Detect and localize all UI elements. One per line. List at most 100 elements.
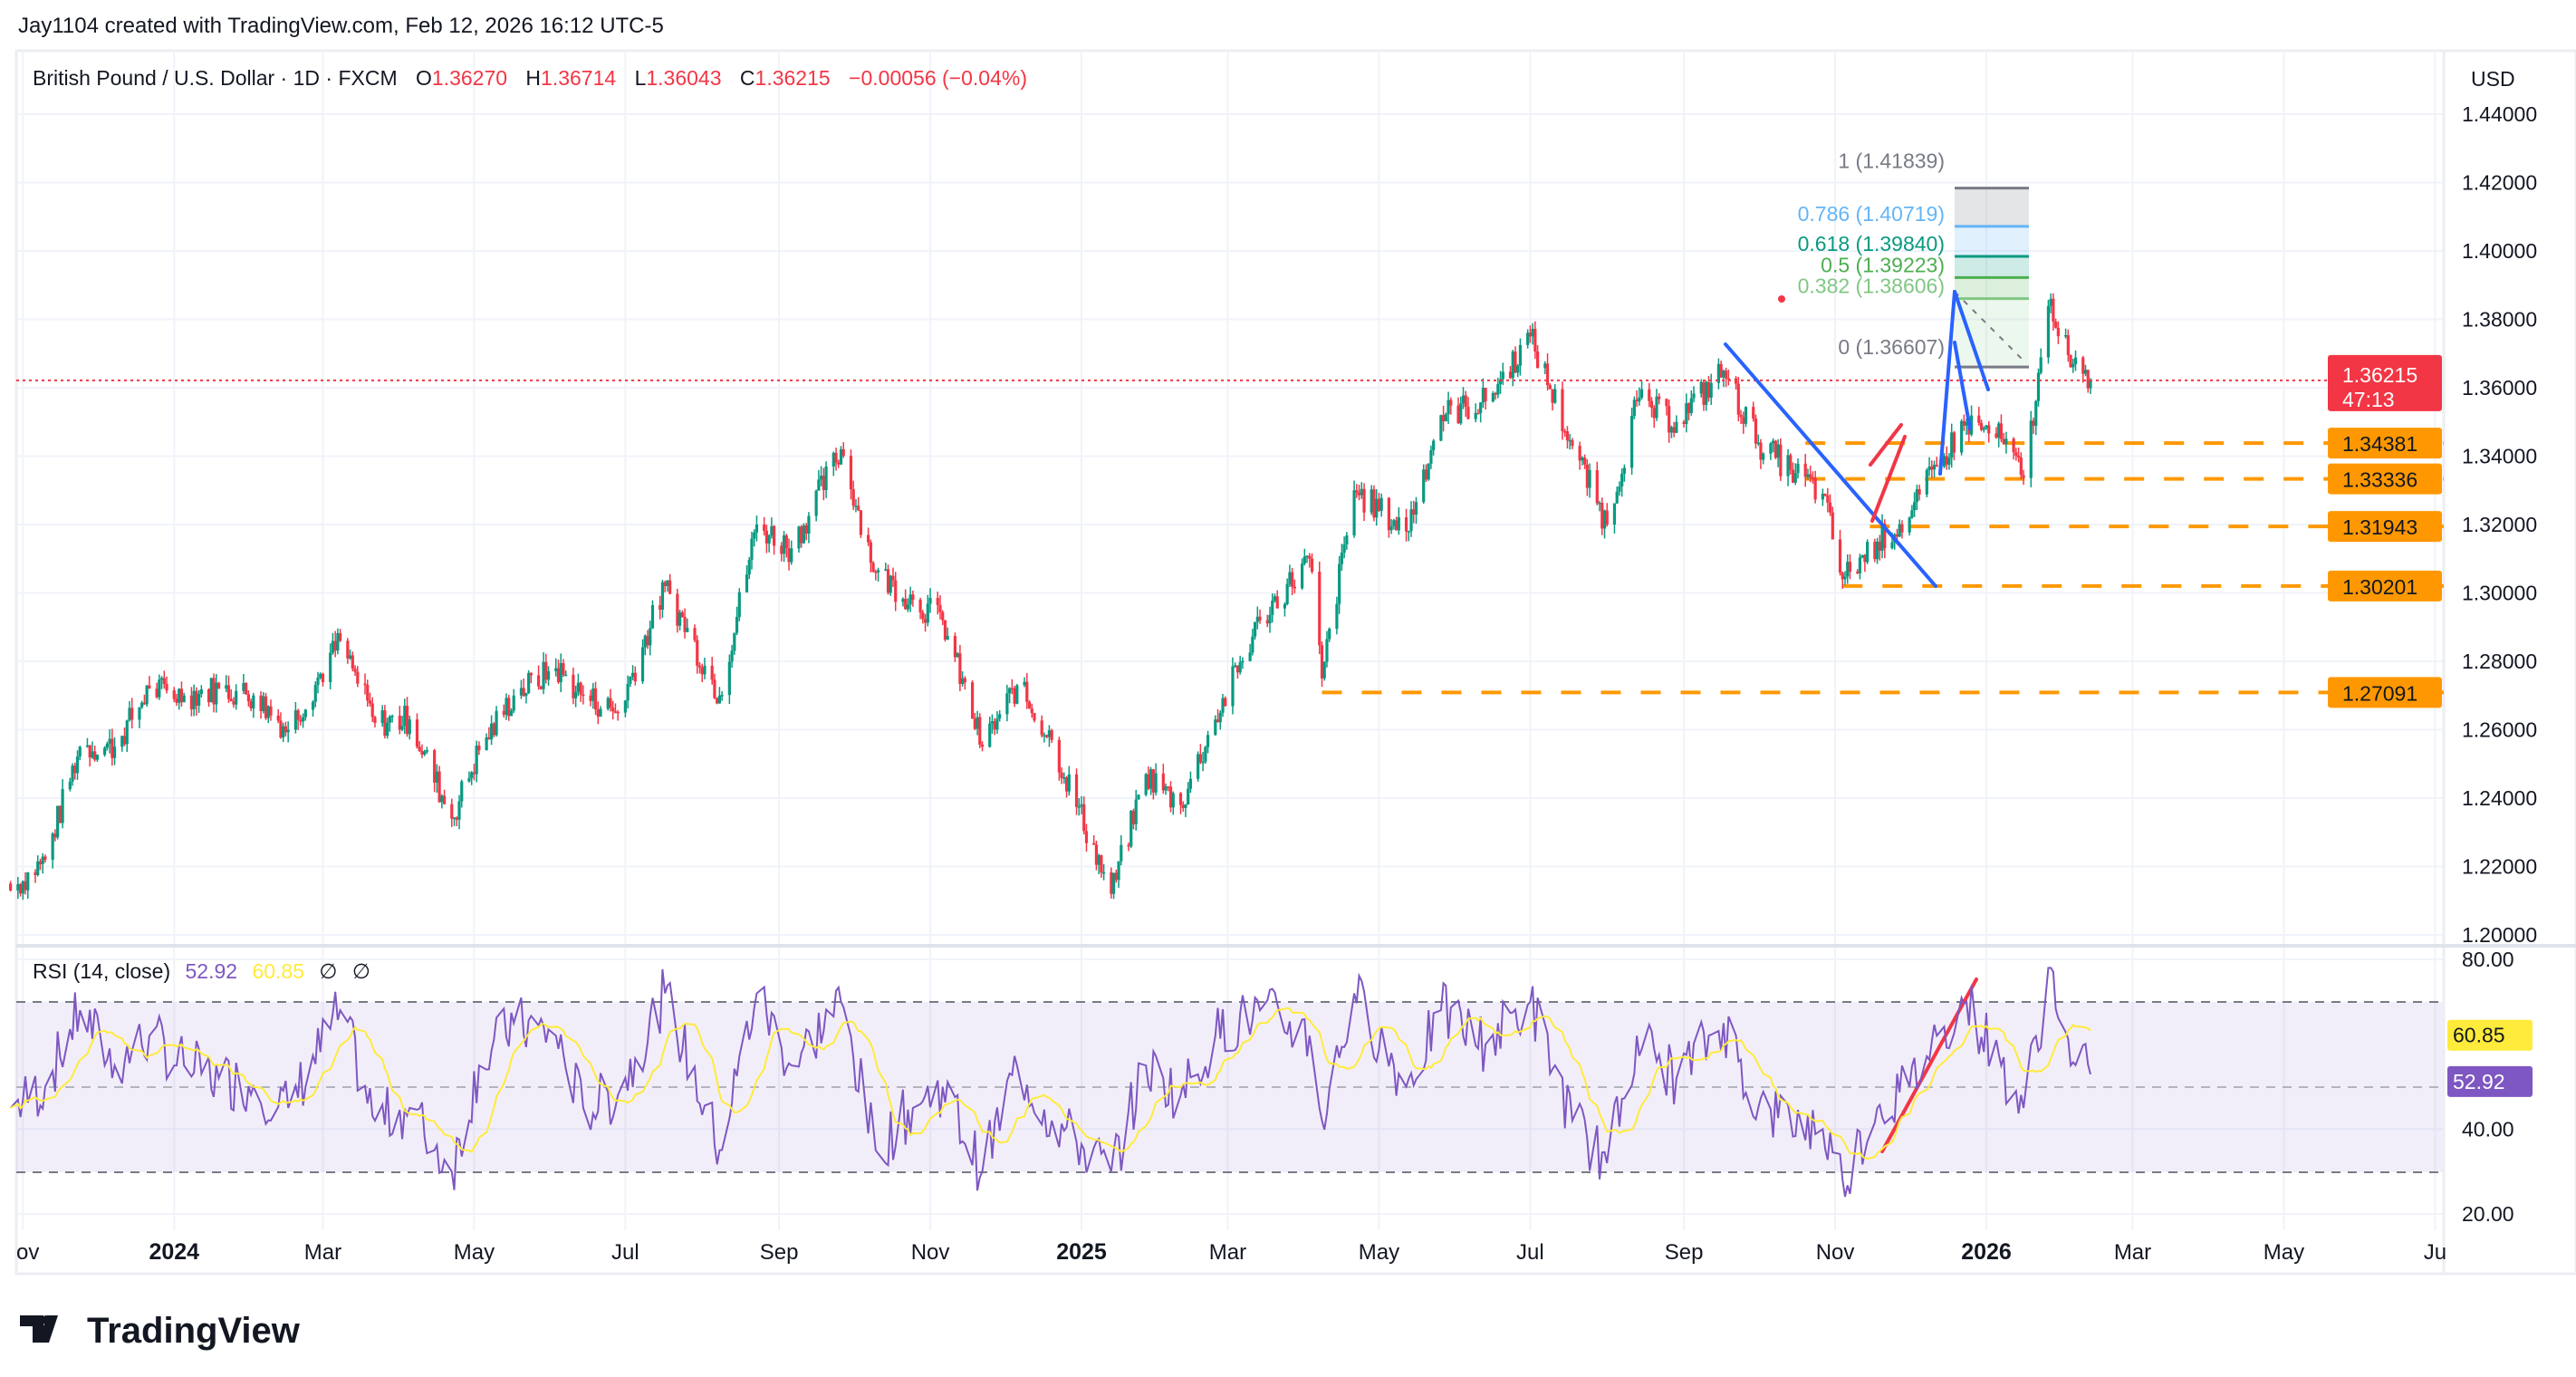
candle-body: [874, 571, 878, 573]
candle-body: [1994, 433, 1998, 438]
candle-body: [1962, 420, 1966, 426]
candle: [311, 700, 315, 717]
candle-body: [246, 694, 250, 702]
logo-text: TradingView: [87, 1311, 301, 1351]
candle-body: [1134, 799, 1138, 824]
candle: [536, 665, 541, 690]
candle: [346, 638, 350, 664]
candle-body: [1866, 542, 1870, 563]
candle-body: [383, 710, 387, 737]
candle: [824, 461, 828, 498]
price-tick: 1.32000: [2462, 513, 2537, 536]
candle: [111, 728, 114, 766]
candle-body: [1773, 440, 1777, 458]
fib-retracement[interactable]: 1 (1.41839) 0.786 (1.40719) 0.618 (1.39840…: [1798, 149, 2029, 369]
candle: [616, 709, 620, 721]
candle: [1652, 405, 1656, 429]
candle-body: [943, 620, 947, 640]
candle-body: [1533, 329, 1537, 351]
candle: [1394, 516, 1399, 531]
trendlines[interactable]: [1724, 290, 1990, 1153]
candle-body: [1501, 371, 1504, 380]
time-axis[interactable]: ov 2024 Mar May Jul Sep Nov 2025 Mar May Jul Sep Nov…: [16, 1239, 2446, 1265]
candle-body: [1561, 389, 1564, 431]
candle: [716, 697, 719, 705]
candle-body: [264, 696, 268, 718]
candle-body: [2036, 372, 2041, 401]
trendline-blue-up[interactable]: [1938, 290, 1956, 476]
candle-body: [1447, 400, 1450, 415]
fib-trend-line[interactable]: [1954, 291, 2023, 361]
candle: [1699, 379, 1703, 398]
candle-body: [1057, 739, 1061, 773]
candle: [886, 564, 890, 595]
candle: [978, 713, 982, 748]
candle: [216, 681, 221, 689]
candle-body: [613, 711, 618, 713]
candle: [582, 685, 585, 705]
candle: [800, 525, 803, 548]
candle-body: [1273, 596, 1277, 602]
fib-level-label: 0 (1.36607): [1838, 335, 1945, 359]
candle-body: [720, 695, 724, 697]
candle-body: [814, 490, 818, 516]
candle: [435, 764, 438, 794]
candle: [1062, 772, 1066, 784]
rsi-axis-label: [2447, 1065, 2533, 1097]
candle: [1461, 387, 1466, 409]
candle-body: [34, 871, 37, 875]
candle: [1496, 377, 1500, 399]
candle: [539, 686, 543, 690]
candle-body: [611, 708, 615, 712]
candle: [666, 580, 669, 592]
candle-body: [1880, 523, 1884, 551]
candle-body: [1340, 553, 1343, 564]
candle-body: [489, 723, 494, 740]
trendline-red-bottom[interactable]: [1870, 435, 1907, 523]
candle: [1987, 420, 1991, 443]
candle: [1639, 380, 1644, 400]
candle: [859, 510, 863, 539]
candle: [195, 687, 198, 716]
candle-body: [579, 682, 582, 695]
candle-body: [1110, 871, 1113, 894]
candle: [390, 714, 394, 723]
candle-body: [450, 804, 454, 819]
candle: [1357, 485, 1361, 501]
horizontal-levels[interactable]: [1322, 441, 2444, 695]
candle-body: [1283, 603, 1287, 609]
candle: [733, 632, 736, 655]
candle-body: [839, 448, 843, 465]
candle-body: [851, 489, 855, 506]
candle: [103, 746, 107, 757]
trendline-red-top[interactable]: [1869, 423, 1903, 467]
candle-body: [195, 690, 198, 707]
candle: [1826, 487, 1830, 513]
candle-body: [1253, 621, 1257, 637]
candle-body: [1120, 844, 1123, 862]
currency-button[interactable]: USD: [2471, 67, 2515, 91]
candle-body: [1392, 520, 1396, 526]
candle-body: [1516, 365, 1520, 373]
candle: [1231, 657, 1235, 715]
candle: [993, 717, 996, 736]
candle: [753, 529, 756, 547]
candle: [316, 671, 320, 694]
candle-body: [1084, 831, 1089, 843]
candle: [1147, 766, 1150, 791]
candle-body: [172, 690, 176, 699]
trendline-blue-flag-top[interactable]: [1953, 290, 1990, 391]
candle: [1831, 506, 1834, 540]
candle-body: [1238, 661, 1242, 673]
candle-body: [284, 726, 288, 733]
candle-body: [487, 737, 491, 740]
candle: [351, 651, 354, 672]
rsi-trendline-red[interactable]: [1880, 977, 1978, 1153]
price-axis[interactable]: 1.44000 1.42000 1.40000 1.38000 1.36000 1.340…: [2462, 102, 2537, 1226]
trendline-blue-flag-bottom[interactable]: [1953, 341, 1972, 430]
candle-body: [1945, 456, 1948, 465]
candle: [1803, 454, 1807, 487]
trendline-blue-down[interactable]: [1724, 342, 1937, 588]
tradingview-logo[interactable]: TradingView: [20, 1311, 301, 1351]
